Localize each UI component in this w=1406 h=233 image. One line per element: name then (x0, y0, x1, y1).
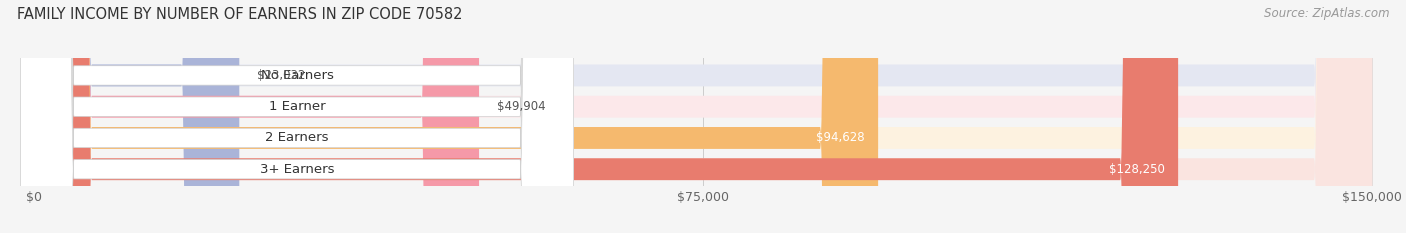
Text: 1 Earner: 1 Earner (269, 100, 325, 113)
FancyBboxPatch shape (34, 0, 1372, 233)
FancyBboxPatch shape (21, 0, 574, 233)
Text: Source: ZipAtlas.com: Source: ZipAtlas.com (1264, 7, 1389, 20)
FancyBboxPatch shape (34, 0, 239, 233)
FancyBboxPatch shape (34, 0, 479, 233)
Text: 2 Earners: 2 Earners (266, 131, 329, 144)
Text: $128,250: $128,250 (1109, 163, 1164, 176)
FancyBboxPatch shape (34, 0, 1372, 233)
Text: $23,032: $23,032 (257, 69, 305, 82)
FancyBboxPatch shape (34, 0, 1372, 233)
FancyBboxPatch shape (21, 0, 574, 233)
FancyBboxPatch shape (21, 0, 574, 233)
FancyBboxPatch shape (34, 0, 1372, 233)
Text: No Earners: No Earners (260, 69, 333, 82)
Text: FAMILY INCOME BY NUMBER OF EARNERS IN ZIP CODE 70582: FAMILY INCOME BY NUMBER OF EARNERS IN ZI… (17, 7, 463, 22)
FancyBboxPatch shape (21, 0, 574, 233)
Text: $94,628: $94,628 (815, 131, 865, 144)
Text: 3+ Earners: 3+ Earners (260, 163, 335, 176)
Text: $49,904: $49,904 (496, 100, 546, 113)
FancyBboxPatch shape (34, 0, 1178, 233)
FancyBboxPatch shape (34, 0, 879, 233)
